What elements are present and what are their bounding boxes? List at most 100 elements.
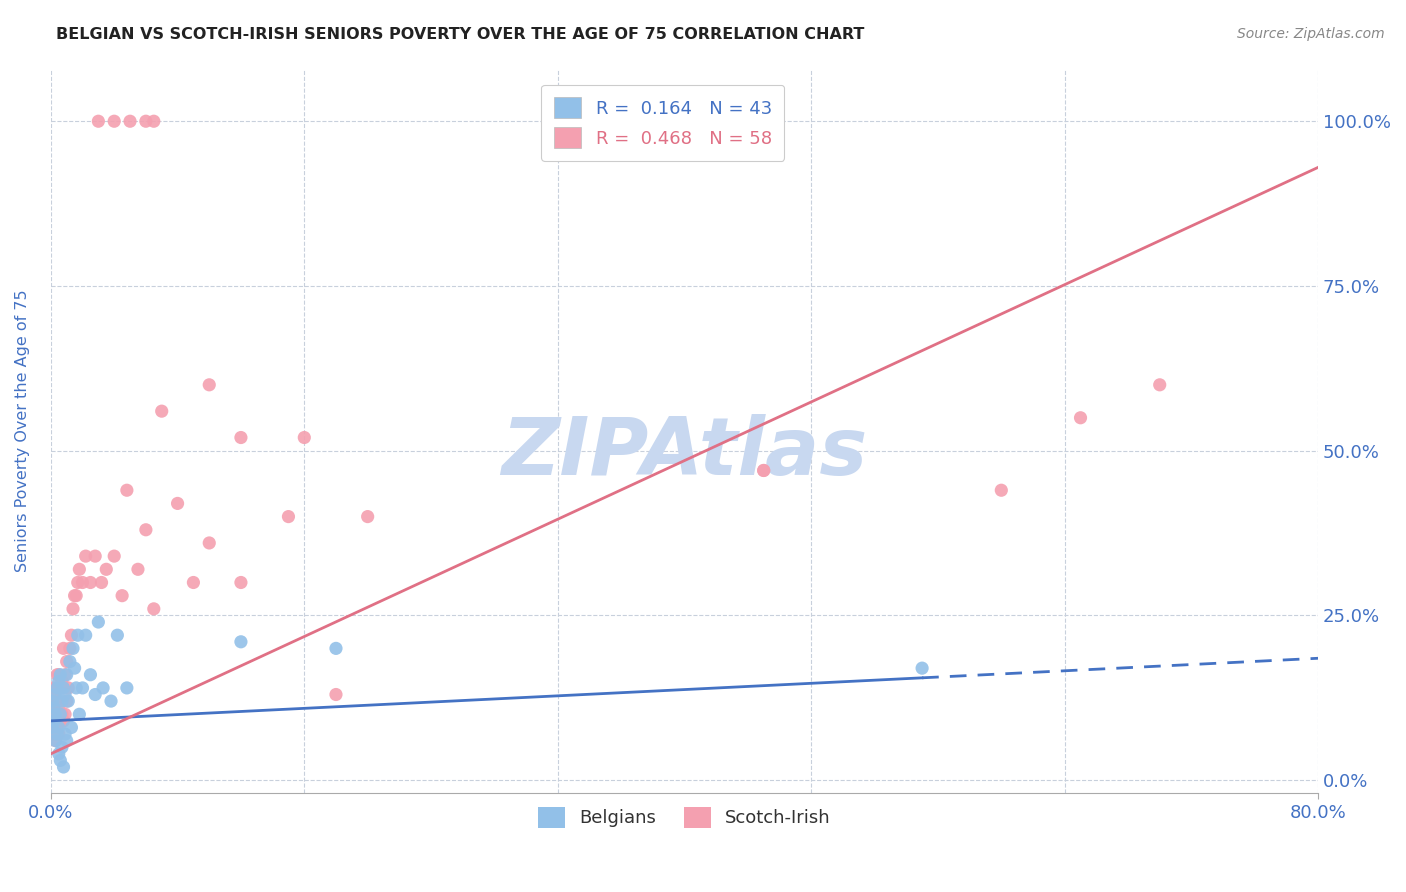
Point — [55, 694, 77, 708]
Point — [87, 615, 110, 629]
Point — [45, 733, 67, 747]
Point — [60, 628, 83, 642]
Point — [990, 483, 1012, 498]
Point — [62, 602, 84, 616]
Point — [65, 589, 87, 603]
Point — [41, 694, 63, 708]
Point — [90, 575, 112, 590]
Point — [115, 483, 138, 498]
Point — [42, 727, 65, 741]
Point — [49, 753, 72, 767]
Point — [60, 721, 83, 735]
Point — [118, 114, 141, 128]
Point — [51, 694, 73, 708]
Point — [41, 721, 63, 735]
Point — [48, 700, 70, 714]
Point — [42, 688, 65, 702]
Point — [59, 641, 82, 656]
Point — [55, 655, 77, 669]
Point — [48, 674, 70, 689]
Point — [53, 707, 76, 722]
Point — [52, 714, 75, 728]
Point — [49, 714, 72, 728]
Point — [198, 377, 221, 392]
Point — [325, 688, 347, 702]
Point — [67, 707, 90, 722]
Point — [53, 688, 76, 702]
Point — [1149, 377, 1171, 392]
Point — [229, 575, 252, 590]
Point — [84, 688, 107, 702]
Point — [52, 760, 75, 774]
Point — [55, 667, 77, 681]
Point — [91, 681, 114, 695]
Point — [45, 681, 67, 695]
Point — [135, 523, 157, 537]
Point — [49, 681, 72, 695]
Point — [142, 114, 165, 128]
Point — [63, 589, 86, 603]
Point — [58, 681, 80, 695]
Point — [277, 509, 299, 524]
Point — [49, 707, 72, 722]
Point — [142, 602, 165, 616]
Point — [48, 667, 70, 681]
Point — [53, 667, 76, 681]
Point — [41, 721, 63, 735]
Text: BELGIAN VS SCOTCH-IRISH SENIORS POVERTY OVER THE AGE OF 75 CORRELATION CHART: BELGIAN VS SCOTCH-IRISH SENIORS POVERTY … — [56, 27, 865, 42]
Point — [42, 714, 65, 728]
Y-axis label: Seniors Poverty Over the Age of 75: Seniors Poverty Over the Age of 75 — [15, 290, 30, 573]
Point — [84, 549, 107, 563]
Point — [127, 562, 149, 576]
Point — [46, 727, 69, 741]
Point — [100, 694, 122, 708]
Point — [46, 721, 69, 735]
Point — [48, 747, 70, 761]
Point — [72, 575, 94, 590]
Point — [72, 681, 94, 695]
Point — [46, 694, 69, 708]
Point — [75, 549, 97, 563]
Point — [229, 634, 252, 648]
Point — [46, 681, 69, 695]
Point — [67, 562, 90, 576]
Point — [198, 536, 221, 550]
Point — [48, 727, 70, 741]
Point — [53, 727, 76, 741]
Point — [62, 641, 84, 656]
Point — [87, 114, 110, 128]
Point — [752, 463, 775, 477]
Point — [51, 674, 73, 689]
Point — [79, 575, 101, 590]
Point — [111, 589, 134, 603]
Point — [1070, 410, 1092, 425]
Point — [63, 661, 86, 675]
Point — [52, 681, 75, 695]
Text: ZIPAtlas: ZIPAtlas — [502, 414, 868, 491]
Point — [356, 509, 378, 524]
Point — [150, 404, 173, 418]
Legend: Belgians, Scotch-Irish: Belgians, Scotch-Irish — [531, 800, 838, 835]
Point — [42, 707, 65, 722]
Point — [52, 681, 75, 695]
Point — [66, 628, 89, 642]
Point — [51, 707, 73, 722]
Point — [183, 575, 205, 590]
Point — [79, 667, 101, 681]
Point — [41, 700, 63, 714]
Point — [96, 562, 118, 576]
Point — [65, 681, 87, 695]
Point — [45, 714, 67, 728]
Point — [48, 721, 70, 735]
Point — [103, 114, 125, 128]
Point — [75, 628, 97, 642]
Point — [52, 641, 75, 656]
Point — [42, 700, 65, 714]
Point — [49, 667, 72, 681]
Point — [292, 430, 315, 444]
Point — [51, 740, 73, 755]
Text: Source: ZipAtlas.com: Source: ZipAtlas.com — [1237, 27, 1385, 41]
Point — [46, 667, 69, 681]
Point — [752, 463, 775, 477]
Point — [103, 549, 125, 563]
